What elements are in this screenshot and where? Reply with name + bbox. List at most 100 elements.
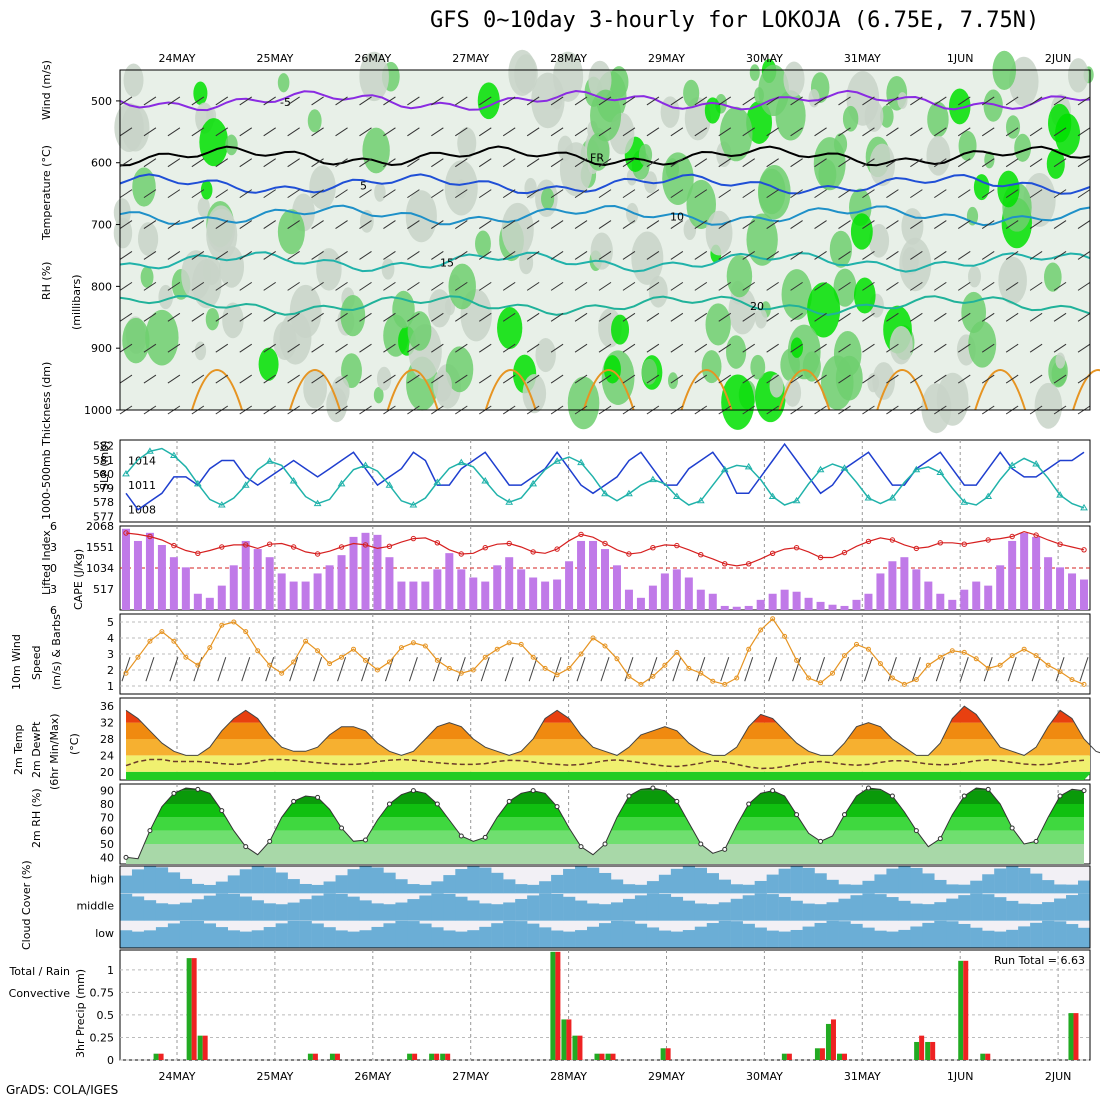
cape-bar: [529, 577, 538, 610]
wind-barb: [766, 374, 779, 384]
isotherm-line: [680, 369, 733, 411]
cape-bar: [505, 557, 514, 610]
wind-barb: [646, 158, 660, 168]
cloud-cover-bar: [155, 867, 169, 894]
cloud-cover-bar: [179, 921, 193, 948]
rh-shading: [428, 289, 452, 328]
cloud-cover-bar: [1042, 880, 1055, 894]
wind-barb: [957, 158, 971, 168]
precip-convective-bar: [985, 1053, 991, 1060]
wind-speed-marker: [422, 643, 428, 649]
rh-shading: [376, 366, 392, 391]
cape-bar: [900, 557, 909, 610]
wind-speed-marker: [889, 675, 895, 681]
cloud-cover-bar: [898, 866, 911, 894]
wind-speed-marker: [207, 645, 213, 651]
wind-barb: [455, 312, 468, 322]
wind-barb: [143, 251, 157, 260]
rh-marker: [315, 794, 321, 800]
wind-barb: [1053, 96, 1067, 106]
wind-barb: [359, 127, 372, 137]
cloud-cover-bar: [934, 879, 947, 894]
wind-barb: [407, 312, 420, 322]
cape-bar: [612, 565, 621, 610]
wind-speed-marker: [374, 667, 380, 673]
cloud-cover-bar: [946, 884, 959, 894]
y-axis-label-group: Cloud Cover (%): [20, 860, 33, 950]
wind-barb: [335, 281, 348, 291]
thickness-marker: [170, 451, 178, 459]
y-tick-label: 24: [100, 749, 114, 762]
wind-barb: [431, 343, 444, 353]
slp-line: [125, 442, 1085, 511]
wind-barb: [718, 189, 732, 199]
precip-total-bar: [980, 1053, 986, 1060]
cloud-row-label: low: [95, 927, 114, 940]
wind-barb: [455, 96, 468, 106]
cloud-cover-bar: [694, 903, 708, 921]
rh-shading: [445, 346, 474, 393]
rh-shading: [755, 308, 768, 329]
cape-bar: [313, 573, 322, 610]
cloud-cover-bar: [119, 893, 133, 921]
wind-barb: [263, 96, 276, 106]
wind-barb: [383, 96, 396, 106]
cloud-cover-bar: [467, 900, 480, 921]
temp-band: [125, 755, 1090, 772]
precip-convective-bar: [841, 1053, 847, 1060]
wind-speed-marker: [135, 654, 141, 660]
cloud-cover-bar: [563, 896, 576, 921]
wind-barb: [431, 220, 444, 229]
wind-barb: [694, 189, 708, 199]
wind-barb: [526, 312, 540, 322]
wind-barb: [840, 657, 849, 682]
thickness-marker: [960, 498, 969, 505]
cape-bar: [768, 593, 777, 610]
wind-barb: [574, 189, 588, 199]
rh-shading: [864, 100, 884, 132]
wind-barb: [576, 657, 586, 682]
rh-shading: [197, 196, 210, 218]
precip-total-bar: [958, 960, 964, 1060]
lifted-index-marker: [650, 545, 656, 551]
wind-barb: [359, 220, 372, 229]
wind-barb: [408, 657, 418, 682]
wind-barb: [862, 343, 875, 353]
wind-barb: [957, 127, 971, 137]
wind-barb: [526, 158, 540, 168]
rh-shading: [750, 354, 766, 380]
wind-barb: [670, 189, 684, 199]
wind-barb: [215, 189, 229, 199]
y-axis-label-group: (millibars): [70, 275, 83, 331]
rh-shading: [222, 302, 244, 339]
cloud-cover-bar: [143, 930, 157, 948]
rh-shading: [205, 307, 220, 331]
wind-barb: [431, 189, 444, 199]
rh-shading: [113, 198, 131, 227]
cloud-cover-bar: [227, 875, 240, 894]
cloud-cover-bar: [491, 872, 504, 894]
date-label-bottom: 24MAY: [159, 1070, 196, 1083]
y-tick-label: 90: [100, 785, 114, 798]
wind-barb: [289, 657, 299, 682]
rh-shading: [407, 311, 432, 351]
wind-barb: [335, 374, 348, 384]
precip-convective-bar: [830, 1019, 836, 1060]
cloud-cover-bar: [874, 874, 887, 894]
rh-shading: [662, 152, 694, 206]
cloud-cover-bar: [718, 902, 731, 921]
rh-shading: [961, 291, 987, 334]
wind-barb: [167, 127, 181, 137]
wind-barb: [167, 158, 181, 168]
wind-barb: [311, 189, 324, 199]
lifted-index-marker: [554, 546, 560, 552]
wind-barb: [169, 657, 179, 682]
cape-bar: [445, 553, 454, 610]
wind-barb: [672, 657, 682, 682]
cloud-cover-bar: [970, 893, 983, 921]
cloud-cover-bar: [718, 879, 731, 894]
wind-speed-line: [125, 617, 1085, 686]
cloud-cover-bar: [443, 930, 456, 948]
precip-convective-bar: [412, 1053, 418, 1060]
wind-barb: [313, 657, 323, 682]
